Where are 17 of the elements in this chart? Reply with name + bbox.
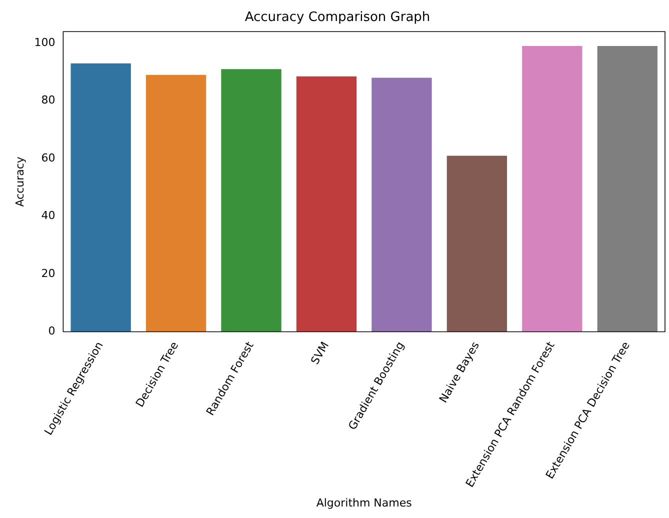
bar [597,46,658,332]
bar [70,63,131,332]
bar [296,76,357,332]
chart-title: Accuracy Comparison Graph [244,10,430,26]
y-tick-label: 60 [41,151,56,164]
bar [146,74,206,332]
bar [522,46,582,332]
bar [221,69,282,332]
y-tick-label: 0 [48,324,56,338]
y-tick-label: 80 [41,94,56,107]
y-tick-label: 20 [41,266,56,280]
y-tick-label: 40 [41,209,56,222]
bar [446,156,508,332]
x-axis-title: Algorithm Names [316,496,412,510]
y-tick-label: 100 [34,36,56,50]
bar [372,78,432,332]
y-axis-title: Accuracy [13,156,26,207]
